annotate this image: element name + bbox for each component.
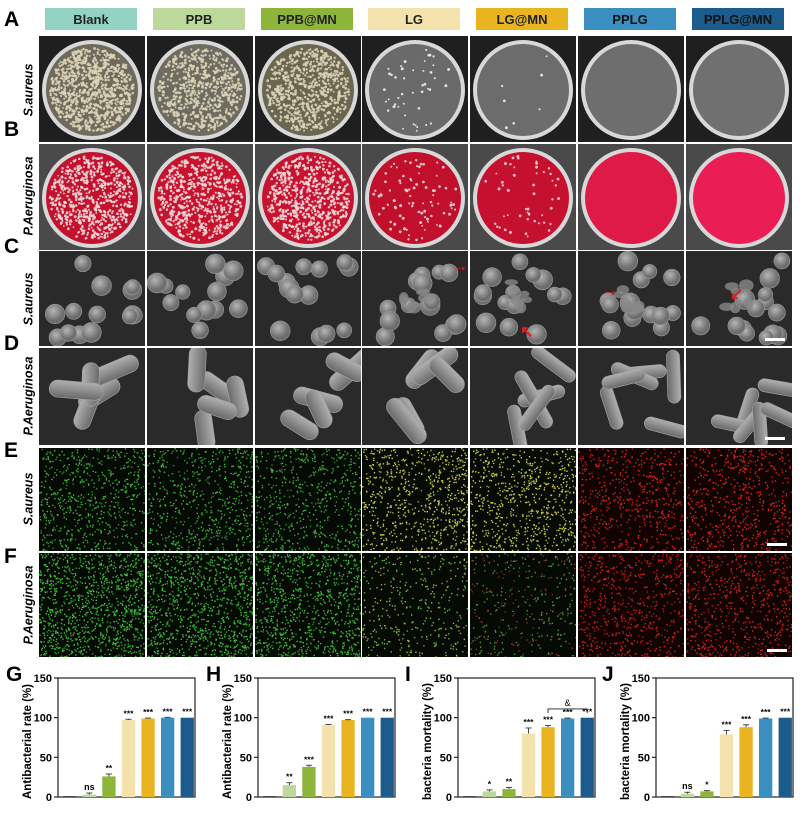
row-label-b: P.Aeruginosa bbox=[18, 142, 38, 250]
panel-c-ppb-at-mn bbox=[255, 251, 361, 346]
panel-f-pplg-at-mn bbox=[686, 553, 792, 657]
panel-c-blank bbox=[39, 251, 145, 346]
scale-bar bbox=[767, 649, 787, 652]
panel-a-ppb bbox=[147, 36, 253, 142]
group-header-pplg: PPLG bbox=[584, 8, 676, 30]
row-label-a: S.aureus bbox=[18, 36, 38, 144]
panel-e-blank bbox=[39, 448, 145, 551]
panel-label-e: E bbox=[4, 440, 18, 461]
group-header-lg: LG bbox=[368, 8, 460, 30]
panel-d-blank bbox=[39, 348, 145, 445]
panel-f-blank bbox=[39, 553, 145, 657]
panel-e-pplg-at-mn bbox=[686, 448, 792, 551]
red-arrow-icon: → bbox=[602, 282, 618, 300]
panel-a-blank bbox=[39, 36, 145, 142]
panel-a-lg bbox=[362, 36, 468, 142]
panel-label-c: C bbox=[4, 236, 19, 257]
scale-bar bbox=[765, 338, 785, 341]
panel-e-lg bbox=[362, 448, 468, 551]
panel-label-f: F bbox=[4, 546, 17, 567]
group-header-lg-at-mn: LG@MN bbox=[476, 8, 568, 30]
panel-label-d: D bbox=[4, 333, 19, 354]
red-arrow-icon: ↖ bbox=[520, 322, 533, 342]
panel-e-ppb bbox=[147, 448, 253, 551]
group-header-pplg-at-mn: PPLG@MN bbox=[692, 8, 784, 30]
panel-b-pplg bbox=[578, 144, 684, 250]
panel-f-lg bbox=[362, 553, 468, 657]
panel-e-ppb-at-mn bbox=[255, 448, 361, 551]
panel-d-pplg bbox=[578, 348, 684, 445]
group-header-ppb-at-mn: PPB@MN bbox=[261, 8, 353, 30]
panel-label-h: H bbox=[206, 663, 221, 686]
panel-f-pplg bbox=[578, 553, 684, 657]
panel-label-g: G bbox=[6, 663, 22, 686]
panel-c-ppb bbox=[147, 251, 253, 346]
scale-bar bbox=[765, 437, 785, 440]
scale-bar bbox=[767, 543, 787, 546]
panel-label-a: A bbox=[4, 9, 19, 30]
panel-a-ppb-at-mn bbox=[255, 36, 361, 142]
panel-a-pplg-at-mn bbox=[686, 36, 792, 142]
panel-b-ppb-at-mn bbox=[255, 144, 361, 250]
panel-f-ppb-at-mn bbox=[255, 553, 361, 657]
panel-d-pplg-at-mn bbox=[686, 348, 792, 445]
panel-f-lg-at-mn bbox=[470, 553, 576, 657]
panel-f-ppb bbox=[147, 553, 253, 657]
panel-c-pplg bbox=[578, 251, 684, 346]
row-label-c: S.aureus bbox=[18, 250, 38, 347]
panel-d-lg bbox=[362, 348, 468, 445]
group-header-ppb: PPB bbox=[153, 8, 245, 30]
panel-label-i: I bbox=[405, 663, 411, 686]
panel-e-lg-at-mn bbox=[470, 448, 576, 551]
panel-b-blank bbox=[39, 144, 145, 250]
group-header-blank: Blank bbox=[45, 8, 137, 30]
panel-a-lg-at-mn bbox=[470, 36, 576, 142]
row-label-d: P.Aeruginosa bbox=[18, 347, 38, 445]
red-arrow-icon: → bbox=[452, 258, 468, 276]
panel-b-lg bbox=[362, 144, 468, 250]
panel-b-ppb bbox=[147, 144, 253, 250]
panel-label-b: B bbox=[4, 119, 19, 140]
panel-d-ppb bbox=[147, 348, 253, 445]
panel-d-lg-at-mn bbox=[470, 348, 576, 445]
row-label-e: S.aureus bbox=[18, 447, 38, 550]
panel-b-pplg-at-mn bbox=[686, 144, 792, 250]
red-arrow-icon: ↙ bbox=[730, 284, 743, 304]
panel-a-pplg bbox=[578, 36, 684, 142]
row-label-f: P.Aeruginosa bbox=[18, 553, 38, 657]
panel-e-pplg bbox=[578, 448, 684, 551]
panel-label-j: J bbox=[602, 663, 614, 686]
panel-d-ppb-at-mn bbox=[255, 348, 361, 445]
panel-b-lg-at-mn bbox=[470, 144, 576, 250]
